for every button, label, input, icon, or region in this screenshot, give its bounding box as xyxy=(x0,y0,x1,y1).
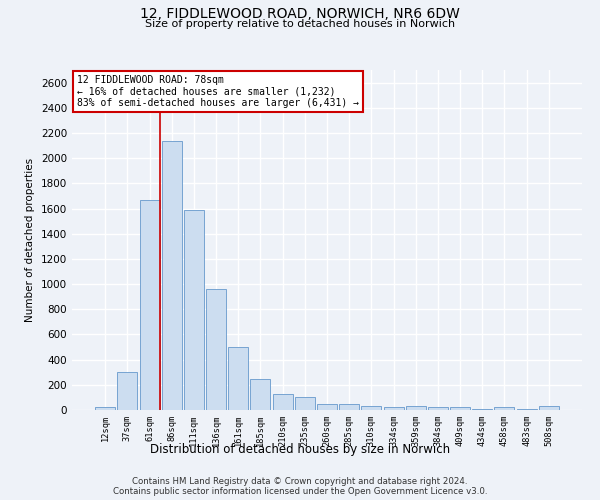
Bar xyxy=(494,408,514,410)
Text: Distribution of detached houses by size in Norwich: Distribution of detached houses by size … xyxy=(150,442,450,456)
Bar xyxy=(140,200,160,410)
Bar xyxy=(428,408,448,410)
Bar xyxy=(361,406,382,410)
Bar xyxy=(450,408,470,410)
Bar xyxy=(228,347,248,410)
Y-axis label: Number of detached properties: Number of detached properties xyxy=(25,158,35,322)
Bar xyxy=(95,407,115,410)
Text: Contains HM Land Registry data © Crown copyright and database right 2024.: Contains HM Land Registry data © Crown c… xyxy=(132,478,468,486)
Bar xyxy=(539,406,559,410)
Bar xyxy=(206,289,226,410)
Text: 12 FIDDLEWOOD ROAD: 78sqm
← 16% of detached houses are smaller (1,232)
83% of se: 12 FIDDLEWOOD ROAD: 78sqm ← 16% of detac… xyxy=(77,75,359,108)
Bar xyxy=(162,140,182,410)
Text: Size of property relative to detached houses in Norwich: Size of property relative to detached ho… xyxy=(145,19,455,29)
Text: 12, FIDDLEWOOD ROAD, NORWICH, NR6 6DW: 12, FIDDLEWOOD ROAD, NORWICH, NR6 6DW xyxy=(140,8,460,22)
Bar xyxy=(184,210,204,410)
Bar xyxy=(118,372,137,410)
Text: Contains public sector information licensed under the Open Government Licence v3: Contains public sector information licen… xyxy=(113,488,487,496)
Bar xyxy=(406,406,426,410)
Bar xyxy=(383,408,404,410)
Bar xyxy=(250,378,271,410)
Bar xyxy=(295,397,315,410)
Bar xyxy=(272,394,293,410)
Bar xyxy=(339,404,359,410)
Bar xyxy=(317,404,337,410)
